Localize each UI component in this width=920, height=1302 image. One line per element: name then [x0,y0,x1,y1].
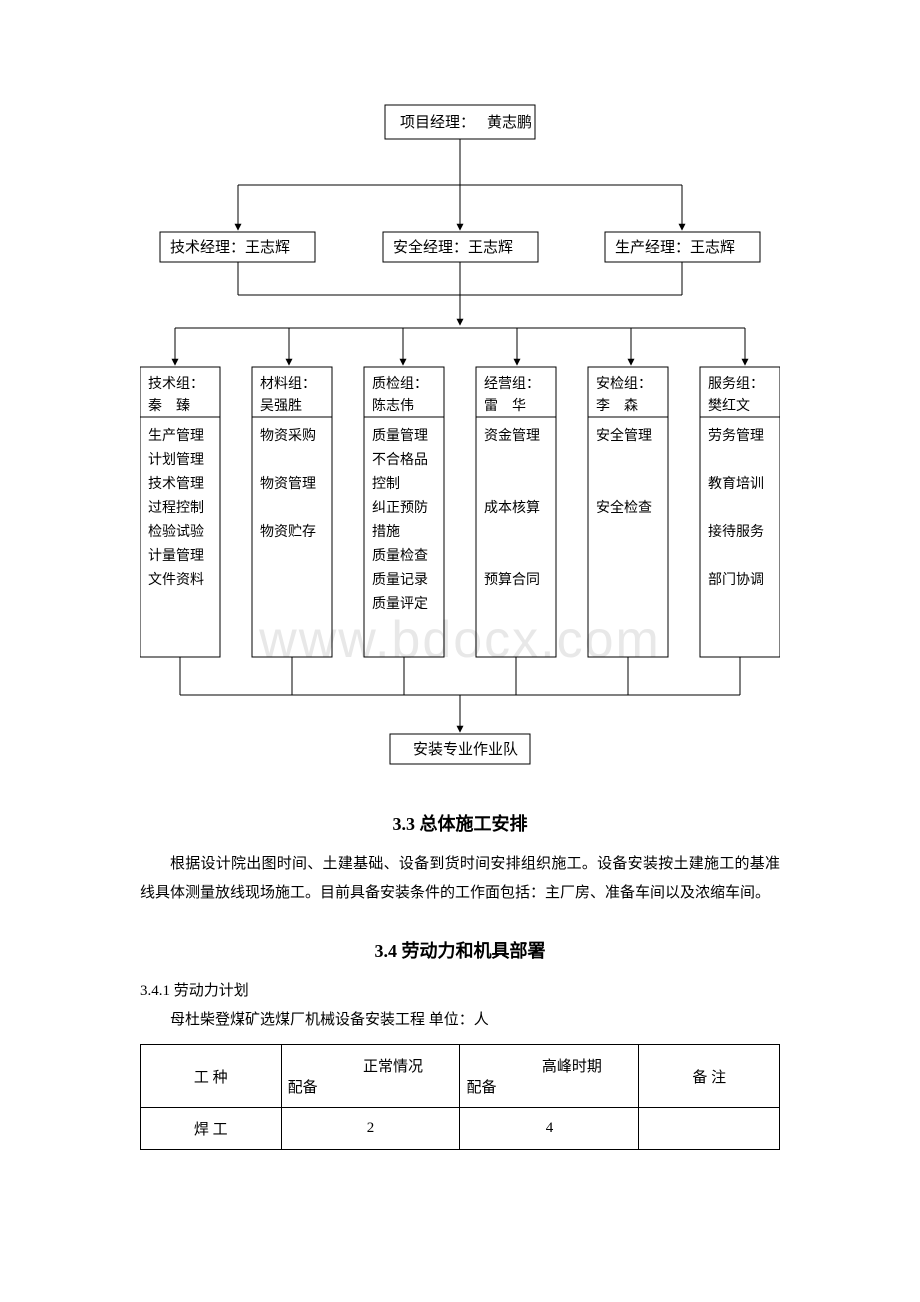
svg-text:教育培训: 教育培训 [708,476,764,492]
svg-text:质量管理: 质量管理 [372,428,428,444]
svg-text:技术管理: 技术管理 [148,476,204,492]
svg-text:控制: 控制 [372,476,400,492]
group-2: 质检组： 陈志伟 质量管理 不合格品 控制 纠正预防 措施 质量检查 质量记录 … [364,328,444,695]
svg-text:陈志伟: 陈志伟 [372,397,414,414]
svg-text:材料组：: 材料组： [260,376,316,392]
group-3: 经营组： 雷 华 资金管理 成本核算 预算合同 [476,328,556,695]
svg-text:措施: 措施 [372,524,400,540]
svg-text:生产管理: 生产管理 [148,428,204,444]
svg-text:樊红文: 樊红文 [708,398,750,414]
svg-text:雷 华: 雷 华 [484,398,526,414]
svg-text:安全管理: 安全管理 [596,427,652,444]
manager-2: 生产经理：王志辉 [615,239,735,256]
svg-text:质检组：: 质检组： [372,376,428,392]
svg-text:劳务管理: 劳务管理 [708,428,764,444]
svg-text:过程控制: 过程控制 [148,500,204,516]
section-33-body: 根据设计院出图时间、土建基础、设备到货时间安排组织施工。设备安装按土建施工的基准… [140,850,780,907]
group-0: 技术组： 秦 臻 生产管理 计划管理 技术管理 过程控制 检验试验 计量管理 文… [140,328,220,695]
cell: 焊 工 [141,1108,282,1150]
manager-0: 技术经理：王志辉 [170,239,290,256]
svg-text:成本核算: 成本核算 [484,500,540,516]
svg-text:李 森: 李 森 [596,398,638,414]
svg-text:质量检查: 质量检查 [372,548,428,564]
svg-text:质量评定: 质量评定 [372,596,428,612]
col-3: 备 注 [639,1045,780,1108]
col-2: 高峰时期配备 [460,1045,639,1108]
svg-text:文件资料: 文件资料 [148,572,204,588]
section-33-title: 3.3 总体施工安排 [140,810,780,836]
svg-text:技术组：: 技术组： [148,376,204,392]
top-name: 黄志鹏 [487,114,532,131]
cell [639,1108,780,1150]
svg-text:安全检查: 安全检查 [596,499,652,516]
svg-text:资金管理: 资金管理 [484,428,540,444]
svg-text:秦 臻: 秦 臻 [148,398,190,414]
org-chart: 项目经理： 黄志鹏 技术经理：王志辉 安全经理：王志辉 生产经理：王志辉 技术组：… [140,100,780,780]
cell: 4 [460,1108,639,1150]
group-4: 安检组： 李 森 安全管理 安全检查 [588,328,668,695]
svg-text:质量记录: 质量记录 [372,572,428,588]
svg-text:服务组：: 服务组： [708,376,764,392]
svg-text:计划管理: 计划管理 [148,452,204,468]
svg-text:接待服务: 接待服务 [708,523,764,540]
svg-text:纠正预防: 纠正预防 [372,500,428,516]
section-341-sub: 3.4.1 劳动力计划 [140,977,780,1006]
group-1: 材料组： 吴强胜 物资采购 物资管理 物资贮存 [252,328,332,695]
table-header-row: 工 种 正常情况配备 高峰时期配备 备 注 [141,1045,780,1108]
bottom-box-label: 安装专业作业队 [413,741,518,758]
svg-text:部门协调: 部门协调 [708,572,764,588]
svg-text:计量管理: 计量管理 [148,548,204,564]
svg-text:经营组：: 经营组： [484,376,540,392]
svg-text:物资贮存: 物资贮存 [260,524,316,540]
svg-text:不合格品: 不合格品 [372,452,428,468]
section-34-title: 3.4 劳动力和机具部署 [140,937,780,963]
svg-text:吴强胜: 吴强胜 [260,398,302,414]
svg-text:物资管理: 物资管理 [260,476,316,492]
svg-text:安检组：: 安检组： [596,376,652,392]
section-341-caption: 母杜柴登煤矿选煤厂机械设备安装工程 单位：人 [140,1006,780,1035]
svg-text:物资采购: 物资采购 [260,428,316,444]
manager-1: 安全经理：王志辉 [393,238,513,256]
cell: 2 [281,1108,460,1150]
table-row: 焊 工 2 4 [141,1108,780,1150]
svg-text:检验试验: 检验试验 [148,524,204,540]
labor-table: 工 种 正常情况配备 高峰时期配备 备 注 焊 工 2 4 [140,1044,780,1150]
top-label: 项目经理： [400,114,475,131]
svg-text:项目经理：黄志鹏: 项目经理： 黄志鹏 [400,114,532,131]
col-0: 工 种 [141,1045,282,1108]
group-5: 服务组： 樊红文 劳务管理 教育培训 接待服务 部门协调 [700,328,780,695]
col-1: 正常情况配备 [281,1045,460,1108]
svg-text:预算合同: 预算合同 [484,572,540,588]
